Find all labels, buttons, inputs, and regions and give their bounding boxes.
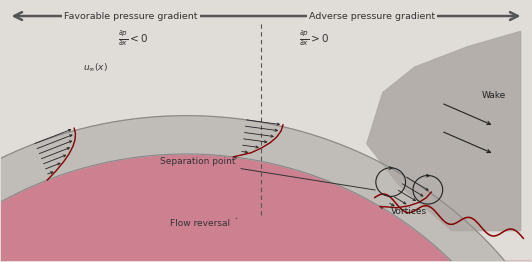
Polygon shape bbox=[367, 31, 521, 231]
Text: $\frac{\partial p}{\partial x} > 0$: $\frac{\partial p}{\partial x} > 0$ bbox=[298, 30, 329, 48]
Text: Separation point: Separation point bbox=[160, 157, 375, 190]
Text: Adverse pressure gradient: Adverse pressure gradient bbox=[309, 12, 435, 20]
Text: Wake: Wake bbox=[482, 91, 506, 100]
Text: $u_{\infty}(x)$: $u_{\infty}(x)$ bbox=[83, 61, 107, 73]
Text: Favorable pressure gradient: Favorable pressure gradient bbox=[64, 12, 197, 20]
Polygon shape bbox=[0, 116, 532, 262]
Text: $\frac{\partial p}{\partial x} < 0$: $\frac{\partial p}{\partial x} < 0$ bbox=[118, 30, 148, 48]
Text: Flow reversal: Flow reversal bbox=[170, 218, 237, 227]
Text: Vortices: Vortices bbox=[391, 207, 427, 216]
Polygon shape bbox=[0, 154, 532, 262]
